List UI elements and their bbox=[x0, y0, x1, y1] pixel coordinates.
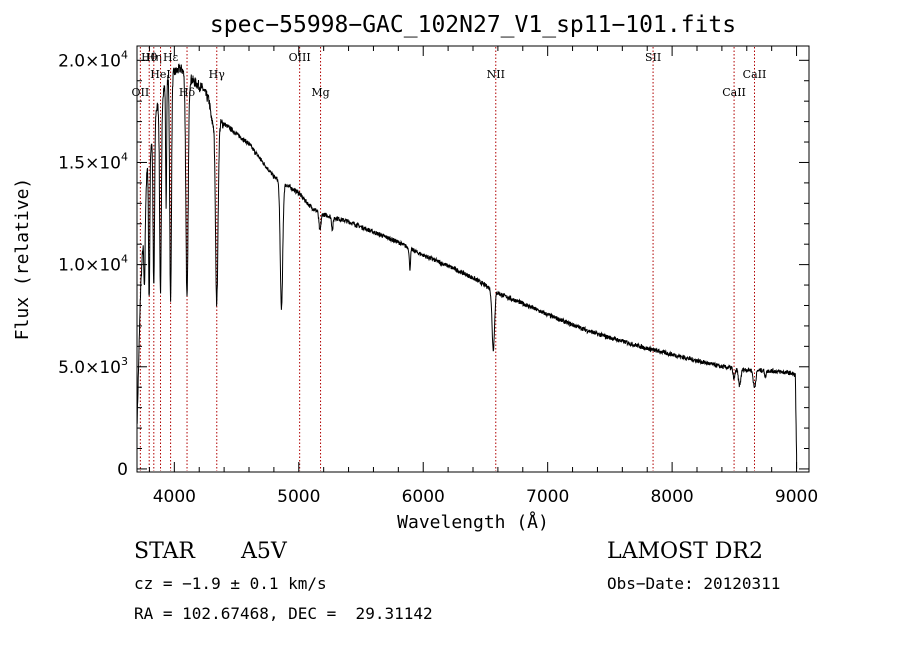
plot-frame bbox=[136, 45, 810, 473]
x-tick-label: 9000 bbox=[775, 487, 818, 507]
x-tick-label: 7000 bbox=[526, 487, 569, 507]
survey-name: LAMOST DR2 bbox=[607, 539, 763, 564]
marker-label: Hε bbox=[163, 51, 179, 64]
x-axis-label: Wavelength (Å) bbox=[397, 511, 549, 533]
marker-label: OII bbox=[132, 86, 150, 99]
y-tick-label: 1.0×104 bbox=[58, 253, 128, 276]
spectrum-chart: spec−55998−GAC_102N27_V1_sp11−101.fits O… bbox=[12, 12, 818, 533]
marker-label: CaII bbox=[743, 68, 767, 81]
y-axis-label: Flux (relative) bbox=[12, 178, 33, 341]
marker-label: HeI bbox=[150, 68, 170, 81]
marker-label: SII bbox=[645, 51, 661, 64]
marker-label: Hη bbox=[146, 51, 162, 64]
x-tick-label: 6000 bbox=[402, 487, 445, 507]
observation-date: Obs−Date: 20120311 bbox=[607, 574, 781, 593]
spectrum-line bbox=[136, 63, 798, 469]
spectral-subclass: A5V bbox=[241, 539, 287, 564]
x-tick-label: 8000 bbox=[650, 487, 693, 507]
marker-label: NII bbox=[487, 68, 505, 81]
y-axis: 0 5.0×103 1.0×104 1.5×104 2.0×104 bbox=[58, 48, 809, 480]
marker-label: Mg bbox=[311, 86, 329, 99]
coordinates-readout: RA = 102.67468, DEC = 29.31142 bbox=[134, 604, 433, 623]
marker-label: OIII bbox=[289, 51, 311, 64]
y-tick-label: 1.5×104 bbox=[58, 150, 128, 173]
x-tick-label: 5000 bbox=[277, 487, 320, 507]
x-tick-label: 4000 bbox=[153, 487, 196, 507]
chart-title: spec−55998−GAC_102N27_V1_sp11−101.fits bbox=[210, 12, 736, 38]
redshift-readout: cz = −1.9 ± 0.1 km/s bbox=[134, 574, 327, 593]
marker-label: Hδ bbox=[179, 86, 196, 99]
object-class: STAR bbox=[134, 539, 195, 564]
marker-label: Hγ bbox=[209, 68, 226, 81]
marker-label: CaII bbox=[722, 86, 746, 99]
y-tick-label: 0 bbox=[117, 460, 128, 480]
x-axis: 4000 5000 6000 7000 8000 9000 bbox=[148, 46, 818, 507]
y-tick-label: 5.0×103 bbox=[58, 355, 128, 378]
y-tick-label: 2.0×104 bbox=[58, 48, 128, 71]
